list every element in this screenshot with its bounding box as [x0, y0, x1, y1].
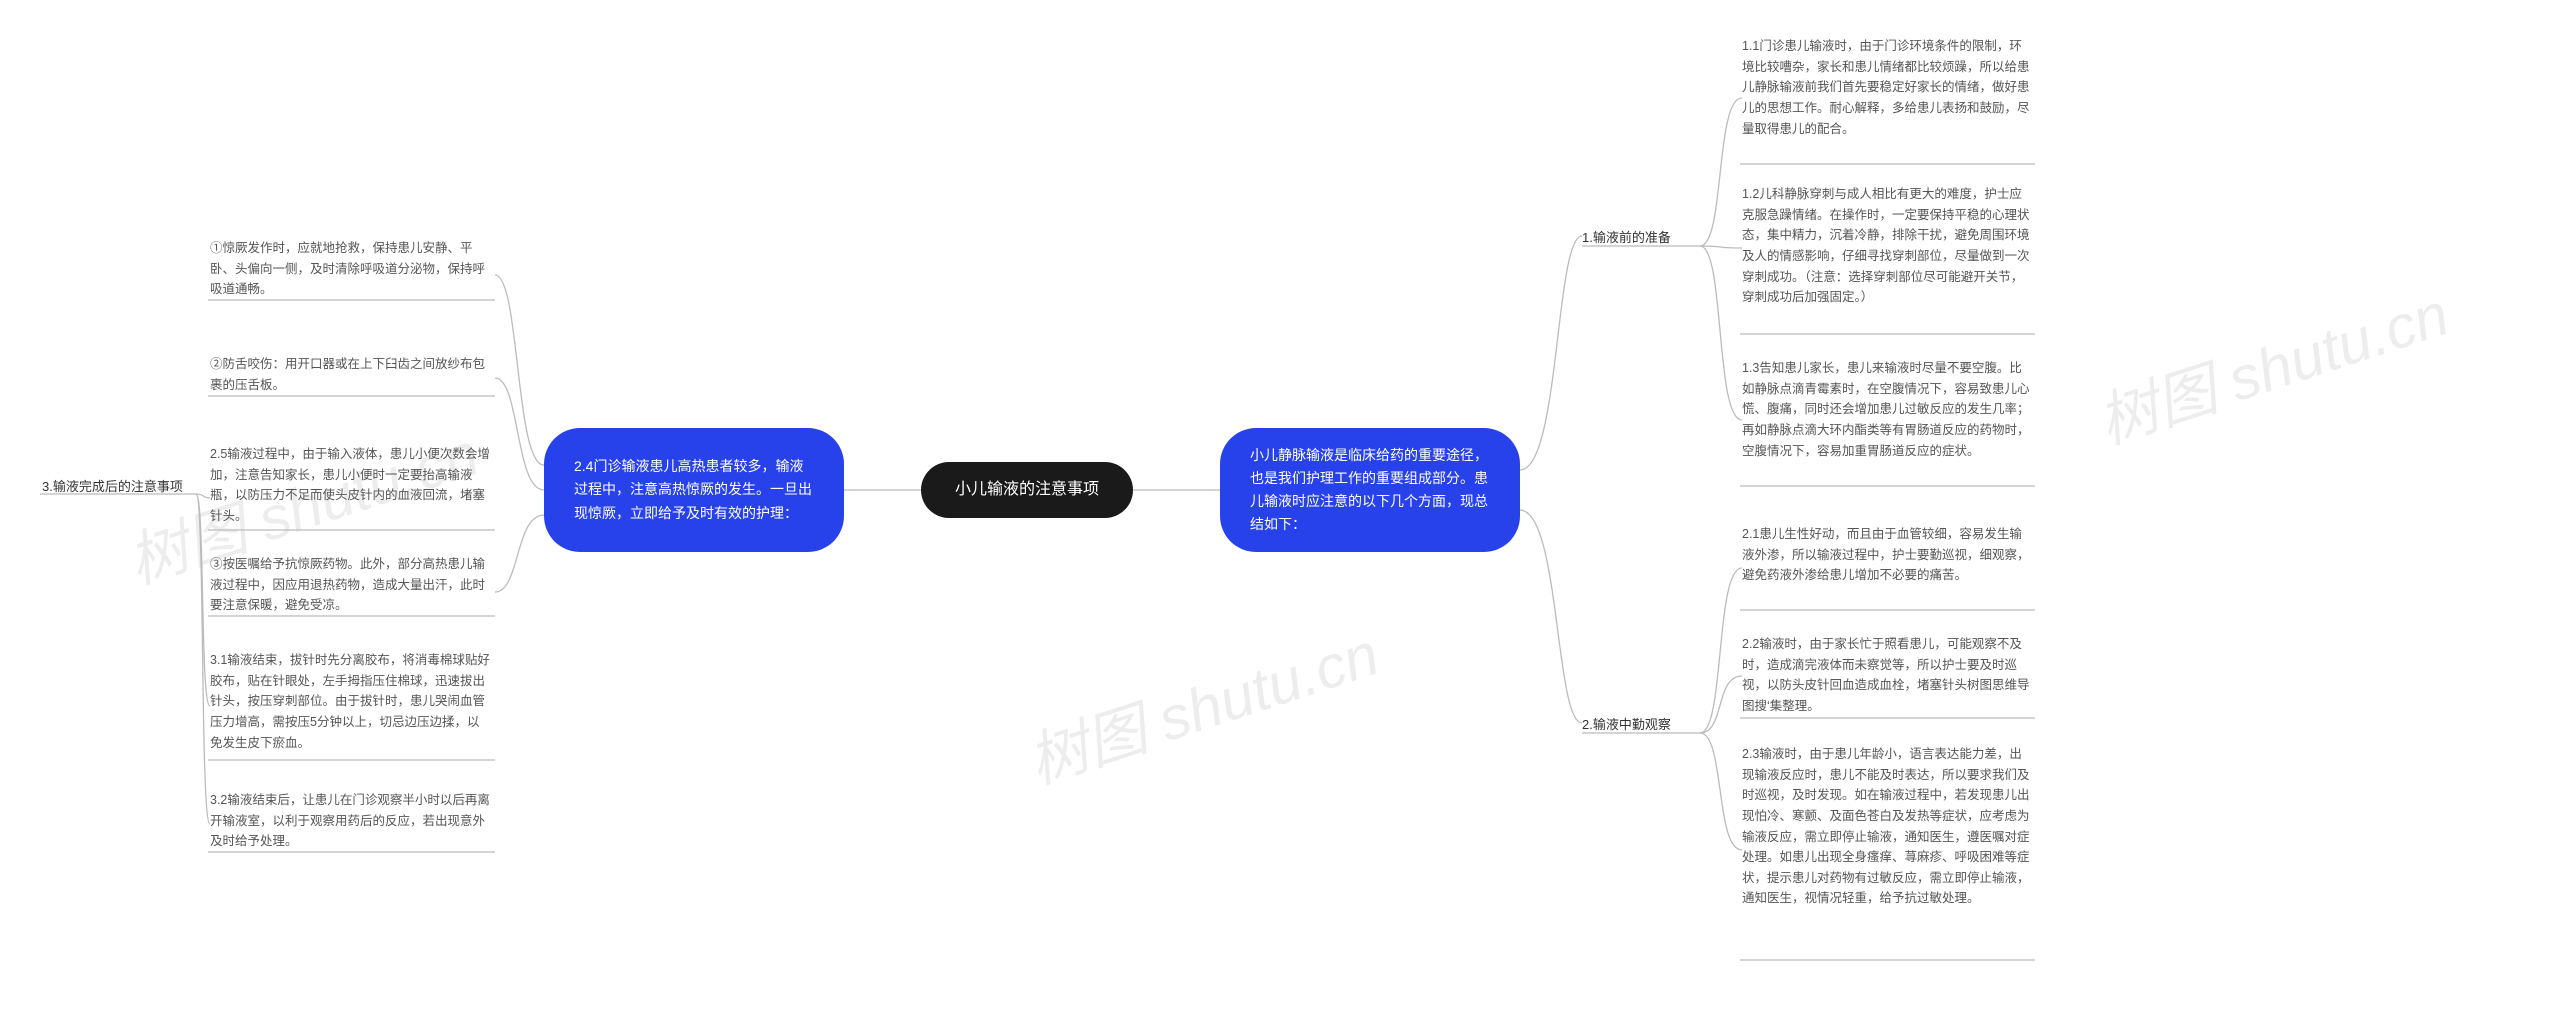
leaf-r1-2[interactable]: 1.2儿科静脉穿刺与成人相比有更大的难度，护士应克服急躁情绪。在操作时，一定要保…	[1742, 184, 2032, 308]
branch-label-r1[interactable]: 1.输液前的准备	[1582, 228, 1671, 249]
node-right-summary[interactable]: 小儿静脉输液是临床给药的重要途径，也是我们护理工作的重要组成部分。患儿输液时应注…	[1220, 428, 1520, 552]
node-text: 2.4门诊输液患儿高热患者较多，输液过程中，注意高热惊厥的发生。一旦出现惊厥，立…	[574, 455, 814, 524]
branch-label-r2[interactable]: 2.输液中勤观察	[1582, 715, 1671, 736]
leaf-r2-2[interactable]: 2.2输液时，由于家长忙于照看患儿，可能观察不及时，造成滴完液体而未察觉等，所以…	[1742, 634, 2032, 717]
branch-label-l1[interactable]: 3.输液完成后的注意事项	[42, 477, 183, 498]
node-left-24[interactable]: 2.4门诊输液患儿高热患者较多，输液过程中，注意高热惊厥的发生。一旦出现惊厥，立…	[544, 428, 844, 552]
leaf-lp-2[interactable]: ②防舌咬伤：用开口器或在上下臼齿之间放纱布包裹的压舌板。	[210, 354, 490, 395]
leaf-r2-3[interactable]: 2.3输液时，由于患儿年龄小，语言表达能力差，出现输液反应时，患儿不能及时表达，…	[1742, 744, 2032, 909]
leaf-l1-2[interactable]: 3.1输液结束，拔针时先分离胶布，将消毒棉球贴好胶布，贴在针眼处，左手拇指压住棉…	[210, 650, 490, 753]
node-text: 小儿静脉输液是临床给药的重要途径，也是我们护理工作的重要组成部分。患儿输液时应注…	[1250, 444, 1490, 536]
leaf-l1-3[interactable]: 3.2输液结束后，让患儿在门诊观察半小时以后再离开输液室，以利于观察用药后的反应…	[210, 790, 490, 852]
watermark: 树图 shutu.cn	[2085, 266, 2458, 461]
leaf-lp-1[interactable]: ①惊厥发作时，应就地抢救，保持患儿安静、平卧、头偏向一侧，及时清除呼吸道分泌物，…	[210, 238, 490, 300]
leaf-lp-3[interactable]: ③按医嘱给予抗惊厥药物。此外，部分高热患儿输液过程中，因应用退热药物，造成大量出…	[210, 554, 490, 616]
watermark: 树图 shutu.cn	[1015, 606, 1388, 801]
leaf-r2-1[interactable]: 2.1患儿生性好动，而且由于血管较细，容易发生输液外渗，所以输液过程中，护士要勤…	[1742, 524, 2032, 586]
mindmap-root[interactable]: 小儿输液的注意事项	[921, 462, 1133, 518]
leaf-r1-3[interactable]: 1.3告知患儿家长，患儿来输液时尽量不要空腹。比如静脉点滴青霉素时，在空腹情况下…	[1742, 358, 2032, 461]
leaf-r1-1[interactable]: 1.1门诊患儿输液时，由于门诊环境条件的限制，环境比较嘈杂，家长和患儿情绪都比较…	[1742, 36, 2032, 139]
leaf-l1-1[interactable]: 2.5输液过程中，由于输入液体，患儿小便次数会增加，注意告知家长，患儿小便时一定…	[210, 444, 490, 527]
